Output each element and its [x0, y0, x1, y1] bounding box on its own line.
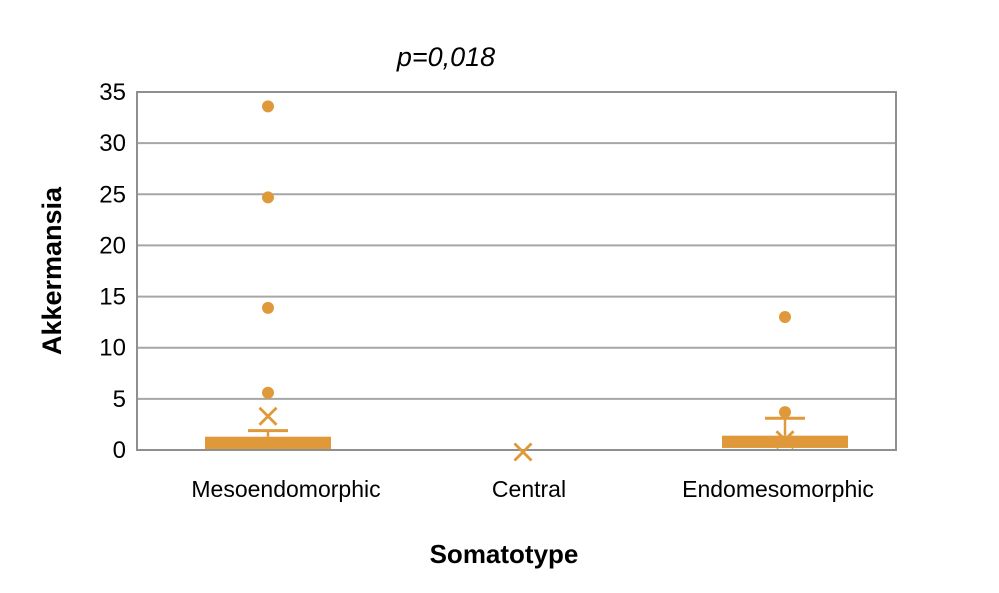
y-tick-label: 15: [99, 284, 126, 311]
y-tick-label: 10: [99, 335, 126, 362]
outlier-point: [779, 406, 791, 419]
outlier-point: [262, 191, 274, 204]
category-label: Central: [492, 476, 566, 502]
box: [722, 435, 848, 448]
mean-marker: [513, 442, 533, 462]
category-label: Mesoendomorphic: [191, 476, 380, 502]
box: [205, 436, 331, 449]
category-label: Endomesomorphic: [682, 476, 874, 502]
chart-title: p=0,018: [396, 42, 495, 72]
y-tick-label: 0: [113, 437, 126, 464]
series-layer: [205, 100, 848, 462]
y-axis-title: Akkermansia: [37, 186, 67, 355]
mean-marker: [258, 406, 278, 426]
outlier-point: [262, 100, 274, 113]
y-tick-label: 5: [113, 386, 126, 413]
plot-border: [136, 91, 897, 451]
y-tick-label: 30: [99, 130, 126, 157]
mean-marker: [775, 430, 795, 450]
outlier-point: [262, 301, 274, 314]
y-tick-label: 20: [99, 232, 126, 259]
axis-labels-layer: 0 5 10 15 20 25 30 35 Mesoendomorphic Central Endo…: [99, 79, 874, 502]
outlier-point: [779, 311, 791, 324]
outlier-point: [262, 386, 274, 399]
y-tick-label: 35: [99, 79, 126, 106]
grid-layer: [136, 91, 897, 451]
x-axis-title: Somatotype: [430, 539, 579, 569]
y-tick-label: 25: [99, 181, 126, 208]
